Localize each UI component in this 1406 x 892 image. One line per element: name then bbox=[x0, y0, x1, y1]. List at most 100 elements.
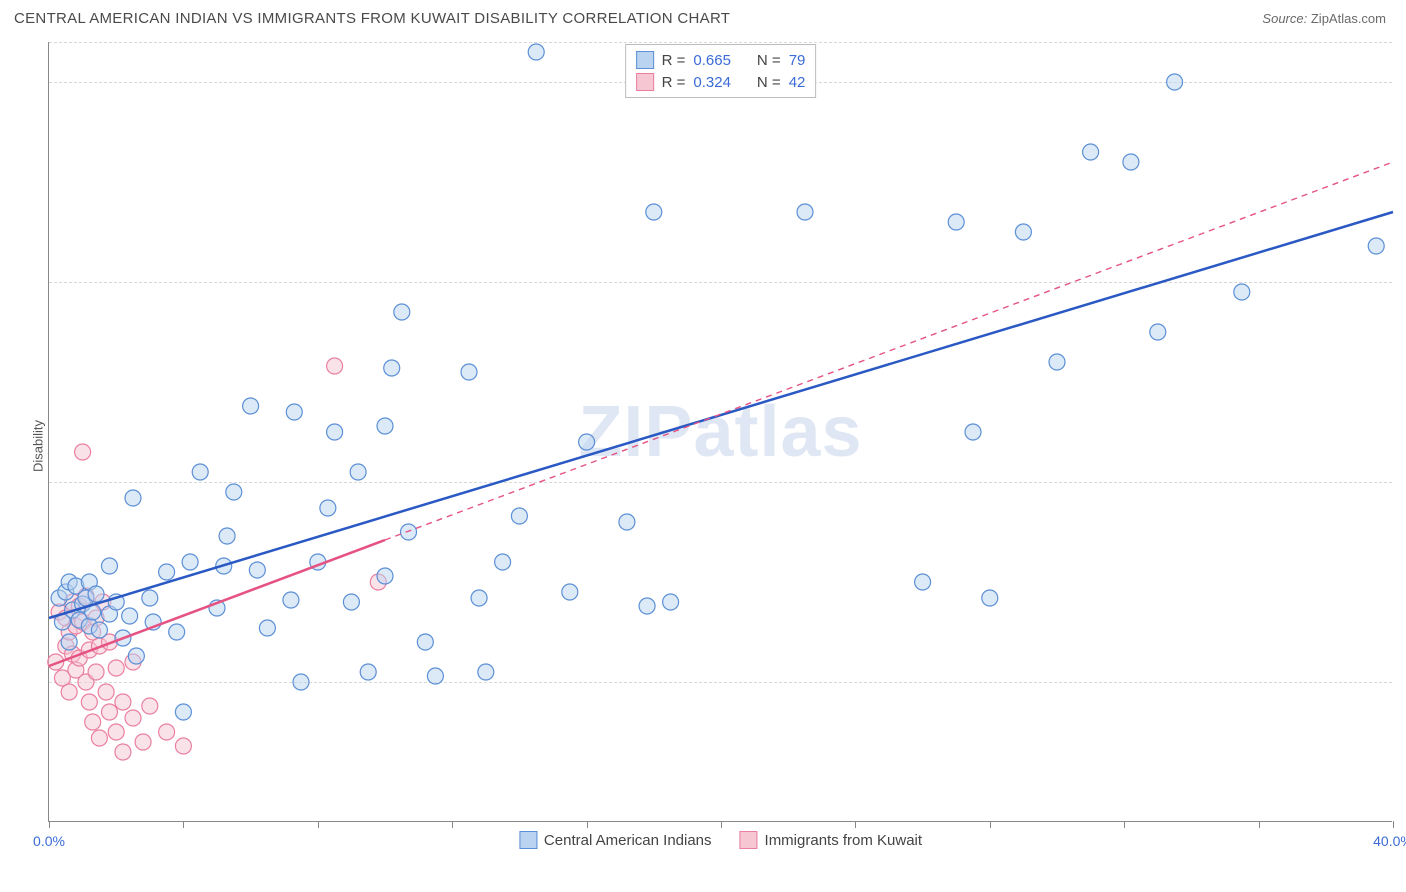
chart-header: CENTRAL AMERICAN INDIAN VS IMMIGRANTS FR… bbox=[0, 0, 1406, 33]
scatter-point-central_american_indians bbox=[182, 554, 198, 570]
scatter-point-central_american_indians bbox=[1234, 284, 1250, 300]
scatter-point-immigrants_kuwait bbox=[175, 738, 191, 754]
correlation-legend: R = 0.665 N = 79 R = 0.324 N = 42 bbox=[625, 44, 817, 98]
scatter-point-central_american_indians bbox=[343, 594, 359, 610]
r-label-1: R = bbox=[662, 74, 686, 91]
r-value-0: 0.665 bbox=[693, 52, 731, 69]
scatter-point-central_american_indians bbox=[1167, 74, 1183, 90]
x-tick bbox=[452, 821, 453, 828]
scatter-point-immigrants_kuwait bbox=[125, 710, 141, 726]
y-axis-label: Disability bbox=[31, 420, 46, 472]
scatter-point-central_american_indians bbox=[1083, 144, 1099, 160]
scatter-point-central_american_indians bbox=[915, 574, 931, 590]
scatter-point-immigrants_kuwait bbox=[61, 684, 77, 700]
scatter-point-immigrants_kuwait bbox=[135, 734, 151, 750]
swatch-series-1 bbox=[636, 73, 654, 91]
scatter-point-immigrants_kuwait bbox=[101, 704, 117, 720]
scatter-point-central_american_indians bbox=[965, 424, 981, 440]
legend-item-series-0: Central American Indians bbox=[519, 831, 712, 849]
scatter-point-central_american_indians bbox=[461, 364, 477, 380]
source-attribution: Source: ZipAtlas.com bbox=[1262, 11, 1386, 26]
scatter-point-immigrants_kuwait bbox=[75, 444, 91, 460]
scatter-point-immigrants_kuwait bbox=[91, 730, 107, 746]
x-tick bbox=[1124, 821, 1125, 828]
scatter-point-central_american_indians bbox=[61, 634, 77, 650]
scatter-point-immigrants_kuwait bbox=[142, 698, 158, 714]
n-value-0: 79 bbox=[789, 52, 806, 69]
scatter-point-central_american_indians bbox=[982, 590, 998, 606]
scatter-point-central_american_indians bbox=[128, 648, 144, 664]
scatter-point-central_american_indians bbox=[417, 634, 433, 650]
scatter-point-central_american_indians bbox=[175, 704, 191, 720]
scatter-point-central_american_indians bbox=[639, 598, 655, 614]
scatter-point-central_american_indians bbox=[142, 590, 158, 606]
r-value-1: 0.324 bbox=[693, 74, 731, 91]
source-prefix: Source: bbox=[1262, 11, 1307, 26]
scatter-point-central_american_indians bbox=[401, 524, 417, 540]
series-0-label: Central American Indians bbox=[544, 832, 712, 849]
scatter-point-central_american_indians bbox=[159, 564, 175, 580]
scatter-point-central_american_indians bbox=[797, 204, 813, 220]
n-label-0: N = bbox=[757, 52, 781, 69]
x-tick bbox=[1259, 821, 1260, 828]
legend-item-series-1: Immigrants from Kuwait bbox=[740, 831, 923, 849]
scatter-point-central_american_indians bbox=[122, 608, 138, 624]
scatter-point-central_american_indians bbox=[1123, 154, 1139, 170]
n-value-1: 42 bbox=[789, 74, 806, 91]
scatter-point-immigrants_kuwait bbox=[108, 660, 124, 676]
scatter-point-central_american_indians bbox=[427, 668, 443, 684]
scatter-point-central_american_indians bbox=[259, 620, 275, 636]
scatter-point-central_american_indians bbox=[88, 586, 104, 602]
chart-title: CENTRAL AMERICAN INDIAN VS IMMIGRANTS FR… bbox=[14, 10, 730, 27]
n-label-1: N = bbox=[757, 74, 781, 91]
scatter-point-central_american_indians bbox=[528, 44, 544, 60]
scatter-point-central_american_indians bbox=[243, 398, 259, 414]
scatter-point-central_american_indians bbox=[283, 592, 299, 608]
scatter-point-central_american_indians bbox=[101, 558, 117, 574]
scatter-point-central_american_indians bbox=[377, 568, 393, 584]
scatter-point-immigrants_kuwait bbox=[81, 694, 97, 710]
x-tick-label: 40.0% bbox=[1373, 833, 1406, 849]
trendline-extrapolation-immigrants_kuwait bbox=[385, 162, 1393, 540]
plot-area: ZIPatlas R = 0.665 N = 79 R = 0.324 N = … bbox=[48, 42, 1392, 822]
scatter-point-central_american_indians bbox=[192, 464, 208, 480]
swatch-bottom-1 bbox=[740, 831, 758, 849]
swatch-series-0 bbox=[636, 51, 654, 69]
scatter-point-central_american_indians bbox=[169, 624, 185, 640]
scatter-point-central_american_indians bbox=[646, 204, 662, 220]
scatter-point-immigrants_kuwait bbox=[108, 724, 124, 740]
scatter-point-central_american_indians bbox=[663, 594, 679, 610]
x-tick bbox=[1393, 821, 1394, 828]
r-label-0: R = bbox=[662, 52, 686, 69]
x-tick bbox=[990, 821, 991, 828]
scatter-point-central_american_indians bbox=[91, 622, 107, 638]
scatter-point-central_american_indians bbox=[1150, 324, 1166, 340]
scatter-point-central_american_indians bbox=[1368, 238, 1384, 254]
series-1-label: Immigrants from Kuwait bbox=[765, 832, 923, 849]
x-tick bbox=[49, 821, 50, 828]
scatter-point-central_american_indians bbox=[219, 528, 235, 544]
scatter-point-immigrants_kuwait bbox=[115, 744, 131, 760]
scatter-point-central_american_indians bbox=[327, 424, 343, 440]
scatter-point-central_american_indians bbox=[562, 584, 578, 600]
x-tick bbox=[587, 821, 588, 828]
scatter-point-central_american_indians bbox=[226, 484, 242, 500]
scatter-point-central_american_indians bbox=[1015, 224, 1031, 240]
trendline-central_american_indians bbox=[49, 212, 1393, 618]
scatter-point-central_american_indians bbox=[948, 214, 964, 230]
x-tick bbox=[318, 821, 319, 828]
scatter-point-central_american_indians bbox=[384, 360, 400, 376]
scatter-point-immigrants_kuwait bbox=[159, 724, 175, 740]
scatter-point-immigrants_kuwait bbox=[85, 714, 101, 730]
x-tick bbox=[721, 821, 722, 828]
x-tick-label: 0.0% bbox=[33, 833, 65, 849]
legend-row-series-0: R = 0.665 N = 79 bbox=[636, 49, 806, 71]
series-legend: Central American Indians Immigrants from… bbox=[519, 831, 922, 849]
scatter-point-immigrants_kuwait bbox=[115, 694, 131, 710]
scatter-point-central_american_indians bbox=[249, 562, 265, 578]
scatter-point-central_american_indians bbox=[478, 664, 494, 680]
source-name: ZipAtlas.com bbox=[1311, 11, 1386, 26]
scatter-point-central_american_indians bbox=[320, 500, 336, 516]
scatter-point-immigrants_kuwait bbox=[98, 684, 114, 700]
x-tick bbox=[183, 821, 184, 828]
